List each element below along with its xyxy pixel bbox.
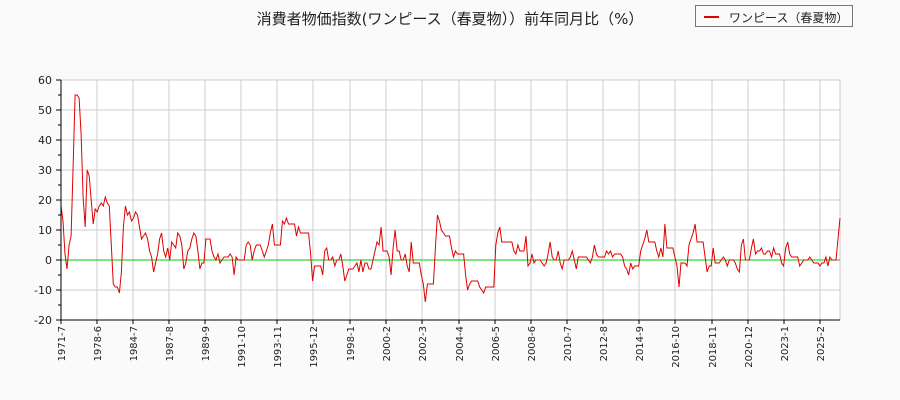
x-tick-label: 2012-8 (599, 326, 610, 361)
x-tick-label: 2016-10 (671, 326, 682, 368)
y-tick-label: 40 (38, 134, 52, 147)
x-tick-label: 2023-1 (780, 326, 791, 361)
y-tick-label: -10 (34, 284, 52, 297)
x-tick-label: 1991-10 (237, 326, 248, 368)
chart-title: 消費者物価指数(ワンピース（春夏物））前年同月比（%） (0, 8, 900, 29)
y-tick-label: -20 (34, 314, 52, 327)
y-axis: -20 -10 0 10 20 30 40 50 60 (34, 74, 61, 327)
y-tick-label: 60 (38, 74, 52, 87)
x-tick-label: 1971-7 (57, 326, 68, 361)
x-tick-label: 1987-8 (165, 326, 176, 361)
x-tick-label: 2020-12 (744, 326, 755, 368)
x-tick-label: 2004-4 (455, 326, 466, 361)
x-axis: 1971-7 1978-6 1984-7 1987-8 1989-9 1991-10 199… (57, 320, 827, 368)
x-tick-label: 1995-12 (309, 326, 320, 368)
y-tick-label: 10 (38, 224, 52, 237)
x-tick-label: 2008-6 (527, 326, 538, 361)
y-tick-label: 30 (38, 164, 52, 177)
x-tick-label: 2014-9 (635, 326, 646, 361)
y-tick-label: 50 (38, 104, 52, 117)
x-tick-label: 2006-5 (491, 326, 502, 361)
x-tick-label: 2010-7 (563, 326, 574, 361)
x-tick-label: 1993-11 (273, 326, 284, 368)
x-tick-label: 1978-6 (93, 326, 104, 361)
y-tick-label: 0 (45, 254, 52, 267)
legend: ワンピース（春夏物） (695, 5, 853, 27)
chart-title-text: 消費者物価指数(ワンピース（春夏物））前年同月比（%） (256, 10, 644, 28)
x-tick-label: 2025-2 (816, 326, 827, 361)
x-tick-label: 1984-7 (129, 326, 140, 361)
x-tick-label: 2000-2 (382, 326, 393, 361)
legend-label: ワンピース（春夏物） (729, 11, 849, 25)
series-line-one-piece (60, 94, 841, 303)
y-tick-label: 20 (38, 194, 52, 207)
legend-swatch-red-line (704, 16, 719, 18)
x-tick-label: 1989-9 (201, 326, 212, 361)
x-tick-label: 2018-11 (708, 326, 719, 368)
x-tick-label: 2002-3 (418, 326, 429, 361)
x-tick-label: 1998-1 (346, 326, 357, 361)
